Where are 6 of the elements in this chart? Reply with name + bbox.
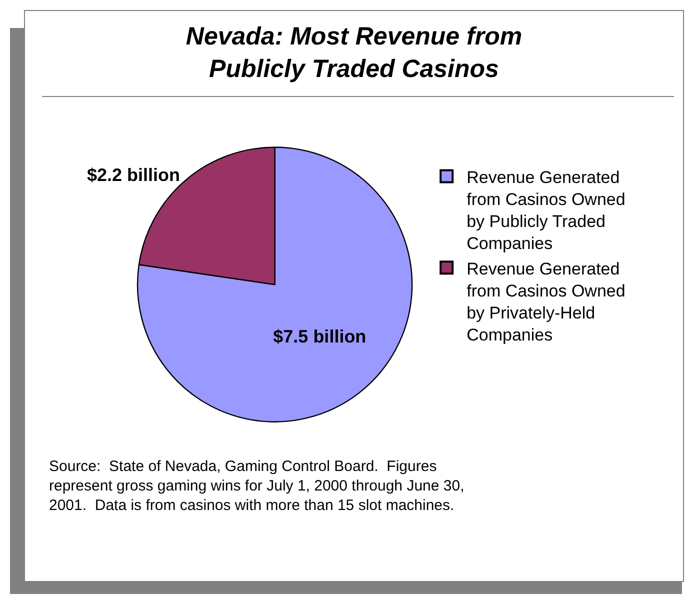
data-label: $2.2 billion [87, 164, 180, 185]
data-label: $7.5 billion [273, 326, 366, 346]
source-note: Source: State of Nevada, Gaming Control Board. Figures represent gross gaming wins for July 1, 2000 through June 30, 2001. Data is from casinos with more than 15 slot machines. [49, 458, 464, 514]
legend-label: Revenue Generated from Casinos Owned by Publicly Traded Companies [466, 168, 626, 254]
legend-label: Revenue Generated from Casinos Owned by Privately-Held Companies [466, 259, 626, 345]
chart-title: Nevada: Most Revenue from Publicly Traded Casinos [186, 22, 522, 83]
